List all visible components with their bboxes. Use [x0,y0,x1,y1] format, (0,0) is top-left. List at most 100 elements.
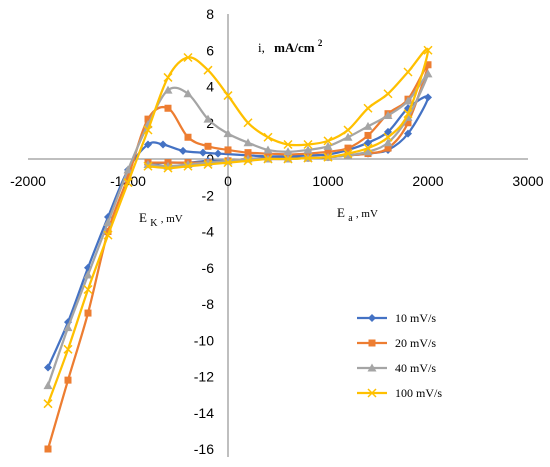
y-axis-title: i, mA/cm 2 [258,38,323,55]
data-point [383,132,393,142]
data-point [363,143,373,153]
data-point [323,136,333,146]
data-point [343,150,353,159]
data-point [384,127,392,136]
data-point [424,61,432,69]
data-point [424,93,432,102]
data-point [83,270,93,279]
y-tick-label: -12 [194,369,214,385]
data-point [163,85,173,94]
data-point [343,132,353,141]
data-point-stroke [283,139,293,150]
data-point-stroke [383,89,393,99]
legend-item: 10 mV/s [357,311,436,325]
x-tick-label: 0 [224,173,232,189]
data-point [83,284,93,295]
data-point [164,104,172,112]
data-point-stroke [343,149,353,159]
data-point [144,140,152,149]
data-point [383,111,393,119]
data-point-stroke [343,125,353,135]
data-point-stroke [423,45,433,55]
data-point [367,388,377,398]
data-point-stroke [263,132,273,142]
legend-item: 100 mV/s [357,386,442,400]
data-point [383,89,393,99]
data-point [199,148,207,157]
data-point [343,149,353,159]
data-point [404,129,412,138]
data-point [283,139,293,150]
data-point-stroke [367,388,377,398]
data-point [183,52,193,63]
legend: 10 mV/s 20 mV/s 40 mV/s 100 mV/s [357,311,442,400]
data-point [403,67,413,77]
x-tick-label: -2000 [10,173,46,189]
data-point [283,154,293,164]
data-point [364,138,372,147]
data-point [103,230,113,240]
data-point [403,96,413,105]
data-point [323,141,333,150]
data-point [243,138,253,147]
data-point [183,89,193,98]
x-tick-label: 2000 [412,173,443,189]
data-point [263,132,273,142]
data-point-stroke [363,143,373,153]
data-point [263,154,273,164]
data-point-stroke [323,152,333,162]
data-point [423,45,433,55]
data-point [323,152,333,162]
data-point [303,145,313,154]
data-point [124,173,132,181]
data-point [143,125,153,135]
data-point-stroke [243,156,253,166]
data-point-stroke [203,159,213,169]
legend-label: 10 mV/s [395,311,436,325]
x-axis-cathodic-main: E [139,210,147,225]
data-point [223,129,233,138]
y-tick-label: -8 [202,296,215,312]
data-point [344,144,352,152]
axis-labels-layer: i, mA/cm 2 E a , mV E K , mV [139,38,378,229]
data-point [244,149,252,157]
data-point [143,161,153,171]
y-tick-label: 6 [206,42,214,58]
series-100-mv-s [43,45,433,409]
y-tick-label: -14 [194,405,214,421]
data-point-stroke [123,178,133,188]
data-point [84,309,92,317]
data-point [324,148,332,156]
y-axis-title-main: i, [258,40,265,55]
data-point [303,139,313,150]
data-point [263,145,273,154]
data-point [43,381,53,390]
data-point-stroke [363,103,373,113]
data-point [423,69,433,78]
data-point-stroke [183,52,193,63]
data-point [144,115,152,123]
data-point [383,138,393,147]
data-point [303,153,313,163]
y-tick-label: 0 [206,151,214,167]
legend-item: 40 mV/s [357,361,436,375]
data-point [179,146,187,155]
data-point [123,165,133,174]
data-point-stroke [43,399,53,409]
data-point-stroke [223,91,233,101]
data-point-stroke [223,158,233,168]
data-point [403,109,413,119]
data-point-stroke [103,230,113,240]
data-point [243,118,253,128]
y-tick-label: -10 [194,332,214,348]
data-point [363,147,373,156]
data-point [163,72,173,82]
data-point-stroke [403,67,413,77]
data-point [223,158,233,168]
y-tick-label: -4 [202,224,215,240]
data-point-stroke [63,344,73,354]
data-point [224,146,232,154]
data-point [367,363,377,372]
